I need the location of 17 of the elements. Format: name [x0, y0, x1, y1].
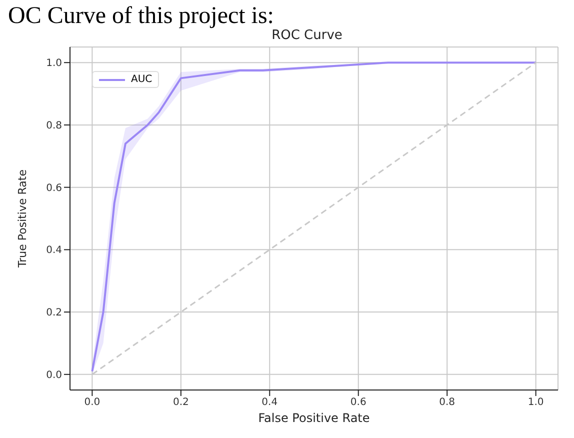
x-tick-label: 0.8 — [439, 397, 456, 408]
y-axis-title: True Positive Rate — [16, 169, 29, 268]
x-tick-label: 0.0 — [84, 397, 100, 408]
y-tick-label: 0.2 — [46, 308, 62, 319]
x-tick-label: 1.0 — [528, 397, 544, 408]
chart-title: ROC Curve — [270, 28, 344, 43]
x-axis-title: False Positive Rate — [258, 411, 370, 425]
y-tick-label: 1.0 — [46, 58, 62, 70]
x-tick-label: 0.2 — [172, 397, 189, 408]
text: OC Curve of this project is: — [8, 3, 275, 29]
y-tick-label: 0.0 — [46, 370, 62, 381]
x-tick-label: 0.4 — [262, 397, 278, 408]
legend-label: AUC — [130, 74, 152, 85]
x-tick-label: 0.6 — [350, 397, 366, 408]
y-tick-label: 0.6 — [46, 182, 62, 194]
y-tick-label: 0.8 — [46, 120, 62, 132]
y-tick-label: 0.4 — [46, 245, 62, 256]
